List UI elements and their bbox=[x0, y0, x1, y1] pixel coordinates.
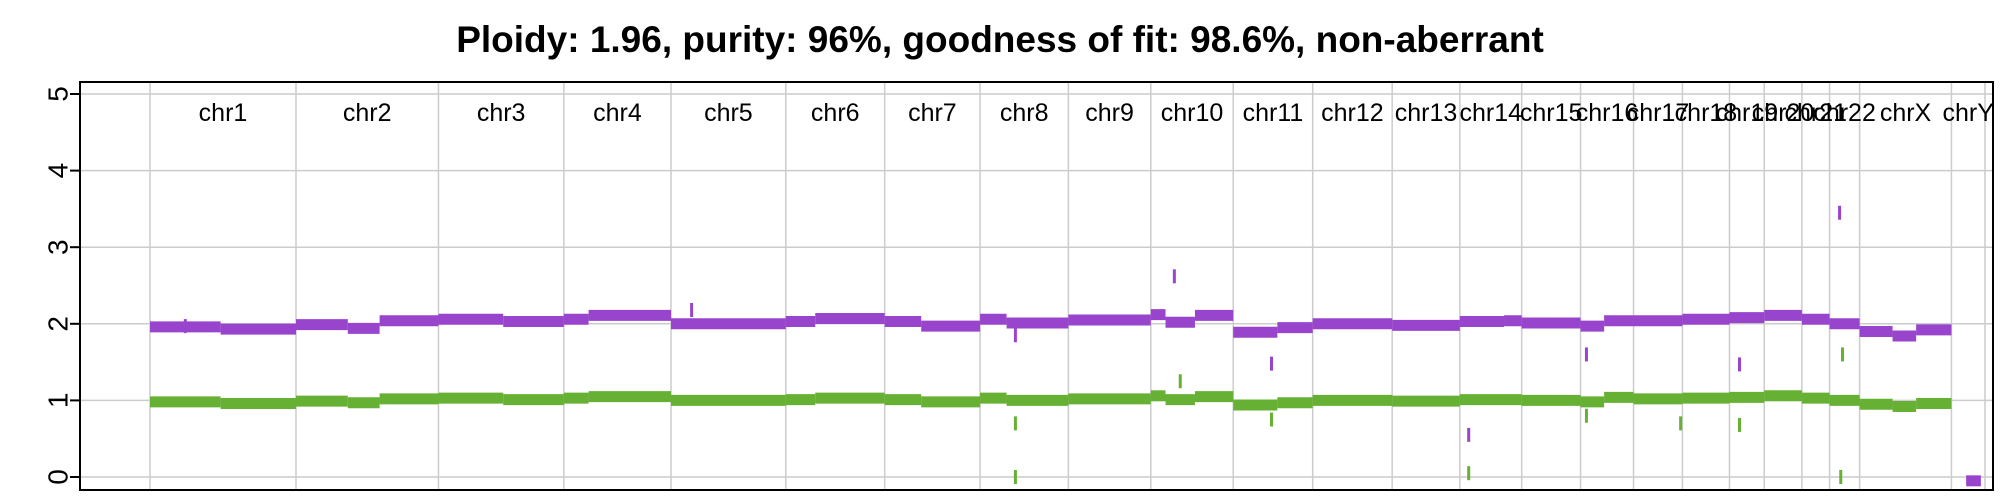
y-tick-label-0: 0 bbox=[43, 469, 74, 485]
chromosome-label-chr13: chr13 bbox=[1395, 99, 1458, 127]
chart-title: Ploidy: 1.96, purity: 96%, goodness of f… bbox=[456, 19, 1544, 60]
y-tick-label-4: 4 bbox=[43, 163, 74, 179]
chromosome-label-chr17: chr17 bbox=[1627, 99, 1690, 127]
chromosome-label-chr20: chr20 bbox=[1752, 99, 1815, 127]
y-tick-label-1: 1 bbox=[43, 393, 74, 409]
chromosome-label-chr1: chr1 bbox=[199, 99, 248, 127]
chromosome-label-chr8: chr8 bbox=[1000, 99, 1049, 127]
chromosome-label-chr4: chr4 bbox=[593, 99, 642, 127]
chromosome-label-chr18: chr18 bbox=[1675, 99, 1738, 127]
chromosome-label-chr22: chr22 bbox=[1813, 99, 1876, 127]
grid-layer bbox=[80, 82, 1993, 490]
chromosome-label-chr7: chr7 bbox=[908, 99, 957, 127]
chromosome-label-chr14: chr14 bbox=[1460, 99, 1523, 127]
data-layer bbox=[150, 205, 1981, 487]
chromosome-label-chr16: chr16 bbox=[1576, 99, 1639, 127]
chromosome-label-chrY: chrY bbox=[1943, 99, 1995, 127]
chromosome-label-chr11: chr11 bbox=[1243, 99, 1304, 127]
chromosome-label-chr15: chr15 bbox=[1520, 99, 1583, 127]
chromosome-label-chr9: chr9 bbox=[1085, 99, 1134, 127]
y-tick-label-2: 2 bbox=[43, 316, 74, 332]
y-tick-label-3: 3 bbox=[43, 239, 74, 255]
chromosome-label-chr6: chr6 bbox=[811, 99, 860, 127]
plot-frame bbox=[79, 81, 1994, 491]
chromosome-label-chrX: chrX bbox=[1880, 99, 1932, 127]
chromosome-label-chr12: chr12 bbox=[1321, 99, 1384, 127]
chromosome-label-chr3: chr3 bbox=[477, 99, 526, 127]
chromosome-label-chr10: chr10 bbox=[1161, 99, 1224, 127]
y-tick-label-5: 5 bbox=[43, 86, 74, 102]
chromosome-label-chr2: chr2 bbox=[343, 99, 392, 127]
y-axis: 0 1 2 3 4 5 bbox=[43, 86, 80, 485]
chromosome-label-chr21: chr21 bbox=[1784, 99, 1847, 127]
chromosome-label-chr19: chr19 bbox=[1716, 99, 1779, 127]
chromosome-label-layer: chr1 chr2 chr3 chr4 chr5 chr6 chr7 chr8 chr9 chr1… bbox=[199, 99, 1995, 127]
chromosome-label-chr5: chr5 bbox=[704, 99, 753, 127]
